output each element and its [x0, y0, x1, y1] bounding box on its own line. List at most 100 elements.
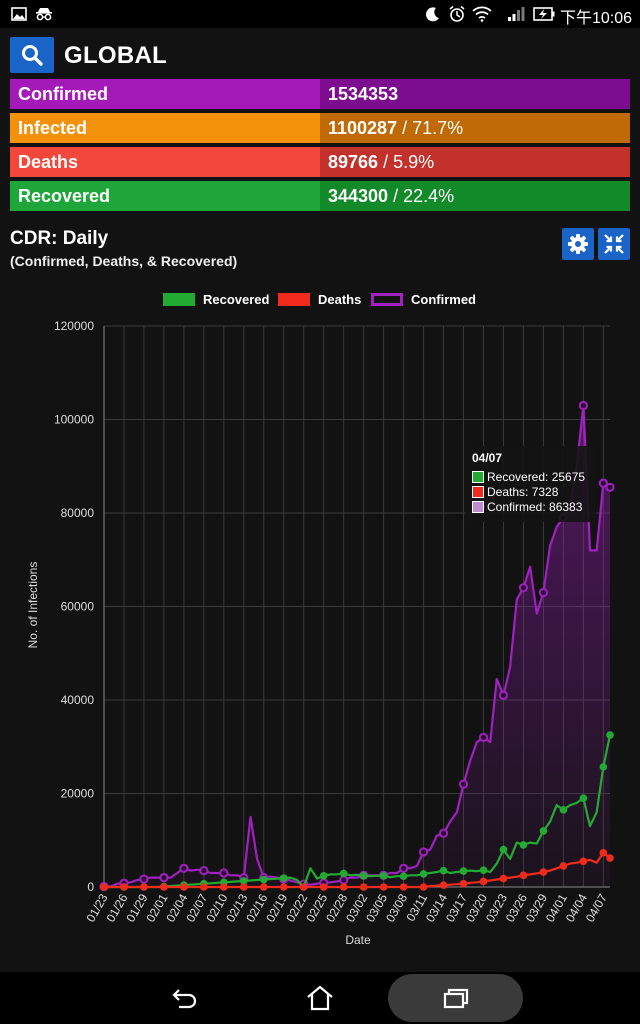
point-deaths — [240, 883, 248, 891]
series-area-confirmed — [104, 405, 610, 887]
stat-value: 89766 / 5.9% — [320, 147, 630, 177]
home-icon — [307, 985, 333, 1011]
collapse-arrows-icon — [603, 233, 625, 255]
stat-row-infected: Infected 1100287 / 71.7% — [10, 113, 630, 143]
point-confirmed — [159, 873, 169, 883]
collapse-button[interactable] — [598, 228, 630, 260]
x-axis-label: Date — [345, 933, 371, 947]
chart-tooltip: 04/07 Recovered: 25675 Deaths: 7328 Conf… — [466, 446, 596, 522]
tooltip-line-deaths: Deaths: 7328 — [472, 484, 590, 499]
point-recovered — [399, 872, 408, 881]
legend-item-deaths[interactable]: Deaths — [278, 290, 361, 308]
chart-series — [99, 400, 615, 892]
legend-item-recovered[interactable]: Recovered — [163, 290, 269, 308]
legend-item-confirmed[interactable]: Confirmed — [371, 290, 476, 308]
chart-subtitle: (Confirmed, Deaths, & Recovered) — [10, 253, 238, 269]
point-recovered — [419, 870, 428, 878]
legend-swatch — [278, 292, 310, 306]
tooltip-line-recovered: Recovered: 25675 — [472, 469, 590, 484]
stat-row-deaths: Deaths 89766 / 5.9% — [10, 147, 630, 177]
point-confirmed — [438, 828, 449, 838]
stat-label: Infected — [10, 113, 320, 143]
search-icon — [20, 43, 44, 67]
point-deaths — [180, 883, 188, 891]
line-chart[interactable]: 0 20000 40000 60000 80000 100000 120000 01/230… — [0, 310, 640, 970]
stat-number: 1100287 — [328, 118, 398, 138]
point-confirmed — [458, 779, 469, 789]
y-tick-label: 40000 — [61, 693, 95, 707]
series-line-confirmed — [104, 404, 611, 888]
point-recovered — [359, 871, 368, 880]
alarm-icon — [448, 4, 466, 24]
point-deaths — [439, 881, 448, 889]
x-axis: 01/2301/2601/2902/0102/0402/0702/1002/13… — [83, 891, 610, 924]
image-notification-icon — [10, 4, 28, 24]
point-deaths — [379, 883, 388, 891]
point-deaths — [606, 854, 614, 862]
recent-apps-icon — [443, 988, 469, 1009]
point-deaths — [319, 883, 328, 891]
point-confirmed — [578, 400, 588, 411]
tooltip-title: 04/07 — [472, 451, 503, 465]
y-tick-label: 0 — [87, 880, 94, 894]
point-recovered — [559, 806, 568, 814]
point-deaths — [140, 883, 148, 891]
back-button[interactable] — [165, 978, 205, 1018]
stat-number: 344300 — [328, 186, 389, 206]
point-recovered — [379, 871, 388, 880]
recent-apps-highlight — [388, 974, 523, 1022]
y-tick-label: 100000 — [54, 413, 94, 427]
point-recovered — [240, 877, 248, 885]
point-deaths — [220, 883, 228, 891]
point-recovered — [479, 866, 488, 874]
status-bar: 下午10:06 — [0, 0, 640, 28]
tooltip-text: Confirmed: 86383 — [487, 499, 583, 514]
point-recovered — [339, 869, 348, 878]
point-recovered — [259, 875, 268, 884]
point-deaths — [559, 862, 568, 870]
point-deaths — [200, 883, 208, 891]
stat-value: 1100287 / 71.7% — [320, 113, 630, 143]
header: GLOBAL — [0, 28, 640, 78]
point-confirmed — [219, 868, 229, 878]
point-deaths — [279, 883, 288, 891]
point-confirmed — [538, 587, 549, 598]
point-confirmed — [199, 866, 209, 876]
tooltip-line-confirmed: Confirmed: 86383 — [472, 499, 590, 514]
y-tick-label: 120000 — [54, 319, 94, 333]
point-deaths — [339, 883, 348, 891]
y-tick-label: 80000 — [61, 506, 95, 520]
tooltip-text: Deaths: 7328 — [487, 484, 559, 499]
point-recovered — [439, 866, 448, 875]
point-deaths — [120, 883, 128, 891]
stat-percent: / 71.7% — [397, 118, 464, 138]
point-deaths — [359, 883, 368, 891]
point-recovered — [579, 794, 588, 802]
back-icon — [172, 989, 197, 1009]
point-confirmed — [139, 874, 149, 884]
stat-label: Confirmed — [10, 79, 320, 109]
point-confirmed — [399, 863, 409, 873]
settings-button[interactable] — [562, 228, 594, 260]
stat-value: 1534353 — [320, 79, 630, 109]
point-confirmed — [598, 478, 608, 488]
recent-apps-button[interactable] — [436, 978, 476, 1018]
stat-label: Recovered — [10, 181, 320, 211]
stat-row-confirmed: Confirmed 1534353 — [10, 79, 630, 109]
clock: 下午10:06 — [559, 10, 632, 27]
point-deaths — [599, 848, 608, 857]
search-button[interactable] — [10, 37, 54, 73]
point-deaths — [259, 883, 268, 891]
y-tick-label: 60000 — [61, 600, 95, 614]
home-button[interactable] — [300, 978, 340, 1018]
point-recovered — [319, 871, 328, 880]
stat-value: 344300 / 22.4% — [320, 181, 630, 211]
gear-icon — [567, 233, 589, 255]
legend-swatch — [163, 292, 195, 306]
tooltip-swatch — [472, 485, 484, 498]
point-confirmed — [498, 690, 509, 700]
stat-percent: / 22.4% — [388, 186, 455, 206]
point-deaths — [479, 877, 488, 886]
chart-title: CDR: Daily — [10, 228, 109, 249]
incognito-icon — [34, 4, 54, 24]
